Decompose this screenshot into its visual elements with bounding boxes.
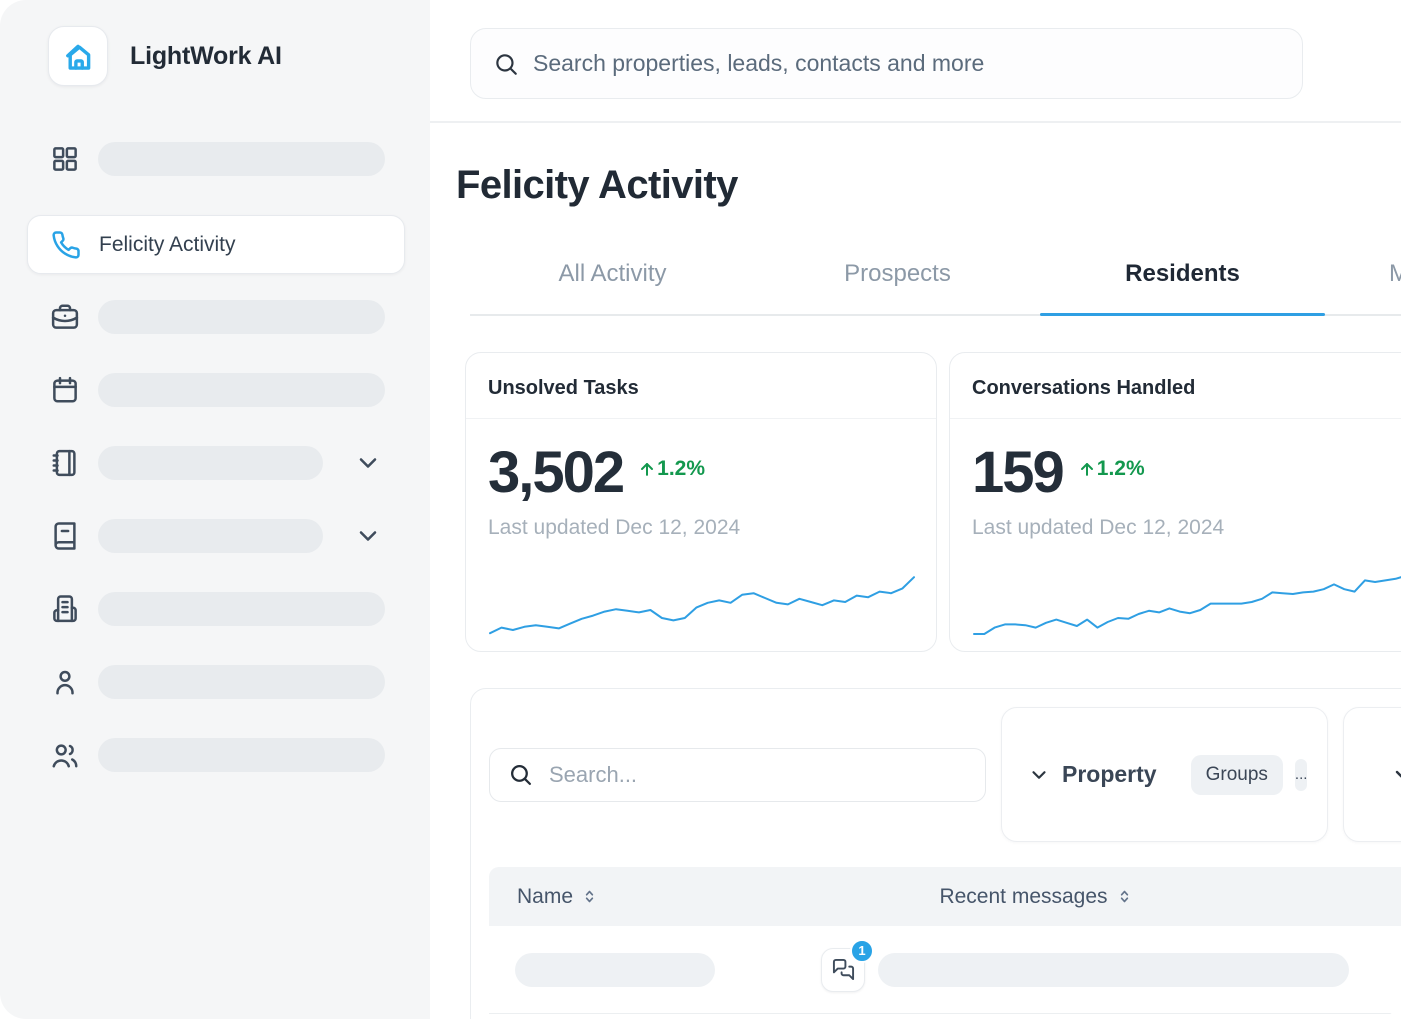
panel-search[interactable]	[489, 747, 986, 802]
sidebar-item-contact[interactable]	[50, 665, 385, 699]
tab-bar: All Activity Prospects Residents M	[470, 246, 1401, 316]
briefcase-icon	[51, 304, 79, 329]
nav-label-placeholder	[98, 446, 323, 480]
nav-label-placeholder	[98, 592, 385, 626]
main-content: Felicity Activity All Activity Prospects…	[430, 0, 1401, 1019]
stat-delta: 1.2%	[1077, 457, 1145, 481]
brand: LightWork AI	[48, 26, 430, 86]
search-icon	[496, 53, 517, 75]
residents-panel: Property Groups ... Name Recent me	[470, 688, 1401, 1019]
house-icon	[66, 44, 91, 70]
chevron-down-icon[interactable]	[1028, 764, 1050, 786]
nav-label-placeholder	[98, 300, 385, 334]
panel-controls: Property Groups ...	[489, 707, 1401, 842]
open-conversation-button[interactable]: 1	[821, 938, 874, 992]
groups-button[interactable]: Groups	[1190, 754, 1283, 795]
phone-icon	[52, 230, 80, 259]
sidebar-item-dashboard[interactable]	[50, 142, 385, 176]
sidebar-item-work[interactable]	[50, 300, 385, 334]
chat-bubbles-icon	[832, 958, 854, 981]
page-title: Felicity Activity	[456, 163, 738, 207]
sidebar-item-notebook[interactable]	[50, 446, 382, 480]
stat-card-title: Unsolved Tasks	[466, 353, 936, 419]
tab-next-clipped[interactable]: M	[1389, 260, 1401, 287]
calendar-icon	[53, 376, 77, 403]
notebook-icon	[52, 449, 76, 477]
global-search[interactable]	[470, 28, 1303, 99]
cell-recent-messages: 1	[811, 938, 1349, 992]
stat-value: 159	[972, 440, 1065, 505]
extra-filter-card[interactable]	[1343, 707, 1401, 842]
nav-label-placeholder	[98, 665, 385, 699]
chevron-down-icon	[1395, 770, 1401, 778]
app-logo[interactable]	[48, 26, 108, 86]
up-arrow-icon	[641, 462, 654, 476]
sidebar-item-label: Felicity Activity	[99, 232, 236, 256]
stat-cards: Unsolved Tasks 3,502 1.2% Last updated D…	[465, 352, 1401, 652]
grid-icon	[53, 147, 77, 171]
nav-label-placeholder	[98, 142, 385, 176]
residents-table: Name Recent messages	[489, 867, 1401, 1014]
stat-card-unsolved-tasks: Unsolved Tasks 3,502 1.2% Last updated D…	[465, 352, 937, 652]
sidebar-item-properties[interactable]	[50, 592, 385, 626]
sparkline-chart	[973, 576, 1401, 635]
column-header-name[interactable]: Name	[489, 885, 811, 909]
unread-count-badge: 1	[850, 938, 874, 963]
table-header: Name Recent messages	[489, 867, 1401, 926]
nav-label-placeholder	[98, 738, 385, 772]
sidebar: LightWork AI Felicity Activity	[0, 0, 430, 1019]
header-divider	[430, 121, 1401, 123]
sidebar-item-felicity-activity[interactable]: Felicity Activity	[27, 215, 405, 274]
chevron-down-icon[interactable]	[354, 522, 382, 550]
property-filter-label[interactable]: Property	[1062, 761, 1157, 787]
building-icon	[53, 595, 77, 623]
tab-prospects[interactable]: Prospects	[844, 260, 951, 287]
property-filter-card: Property Groups ...	[1001, 707, 1328, 842]
stat-updated: Last updated Dec 12, 2024	[488, 516, 741, 539]
search-icon	[511, 765, 532, 786]
column-label: Recent messages	[939, 884, 1108, 908]
sidebar-nav: Felicity Activity	[0, 142, 430, 772]
name-placeholder	[515, 952, 715, 987]
sort-icon[interactable]	[1116, 888, 1133, 905]
cell-name	[489, 952, 811, 987]
tab-all-activity[interactable]: All Activity	[558, 260, 667, 287]
sparkline-chart	[489, 576, 915, 635]
nav-label-placeholder	[98, 373, 385, 407]
tab-residents[interactable]: Residents	[1040, 246, 1325, 316]
user-icon	[56, 670, 74, 695]
stat-delta-value: 1.2%	[1096, 456, 1145, 480]
column-header-recent-messages[interactable]: Recent messages	[811, 885, 1261, 909]
global-search-input[interactable]	[533, 50, 1280, 77]
table-row[interactable]: 1	[489, 926, 1401, 1014]
more-options-button[interactable]: ...	[1294, 758, 1308, 791]
stat-value: 3,502	[488, 440, 625, 505]
sidebar-item-book[interactable]	[50, 519, 382, 553]
sort-icon[interactable]	[581, 888, 598, 905]
column-label: Name	[517, 884, 574, 908]
up-arrow-icon	[1080, 462, 1093, 476]
nav-label-placeholder	[98, 519, 323, 553]
sidebar-item-calendar[interactable]	[50, 373, 385, 407]
stat-delta: 1.2%	[637, 457, 705, 481]
sidebar-item-team[interactable]	[50, 738, 385, 772]
stat-updated: Last updated Dec 12, 2024	[972, 516, 1225, 539]
stat-delta-value: 1.2%	[657, 456, 706, 480]
stat-card-title: Conversations Handled	[950, 353, 1401, 419]
message-placeholder	[878, 952, 1349, 987]
stat-card-conversations-handled: Conversations Handled 159 1.2% Last upda…	[949, 352, 1401, 652]
chevron-down-icon[interactable]	[354, 449, 382, 477]
users-icon	[52, 744, 78, 768]
book-icon	[54, 522, 76, 550]
brand-name: LightWork AI	[130, 41, 282, 70]
panel-search-input[interactable]	[549, 761, 967, 788]
